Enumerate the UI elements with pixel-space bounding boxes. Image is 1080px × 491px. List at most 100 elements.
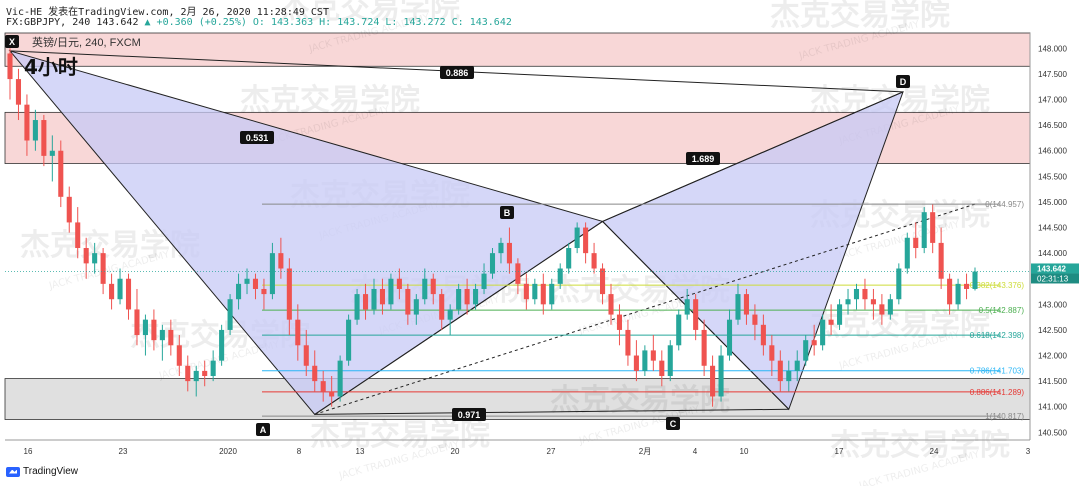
candle-body (616, 314, 623, 330)
candle-body (642, 350, 648, 371)
close-value: C: 143.642 (451, 17, 512, 28)
point-badge-a (256, 423, 270, 436)
y-tick-label: 144.000 (1038, 249, 1067, 258)
candle-body (312, 365, 318, 382)
candle-body (710, 365, 716, 397)
candle-body (185, 365, 191, 382)
candle-body (820, 319, 826, 346)
candle-body (66, 196, 72, 223)
candle-body (337, 360, 343, 397)
candle-body (236, 283, 242, 300)
point-label: B (504, 208, 511, 218)
candle-body (786, 370, 792, 382)
countdown-text: 02:31:13 (1037, 274, 1069, 283)
last-price: 143.642 (96, 17, 139, 28)
fib-label: 0(144.957) (985, 200, 1024, 209)
candle-body (845, 299, 851, 305)
x-tick-label: 24 (930, 447, 939, 456)
brand-label: TradingView (23, 466, 79, 477)
candle-body (693, 299, 699, 330)
x-tick-label: 23 (119, 447, 128, 456)
candle-body (430, 278, 436, 295)
candle-body (828, 319, 834, 325)
ratio-badge (240, 131, 274, 144)
candle-body (439, 294, 445, 320)
countdown-badge (1031, 273, 1079, 284)
candle-body (481, 273, 487, 289)
point-badge-x (5, 35, 19, 48)
open-value: O: 143.363 (252, 17, 314, 28)
candle-body (210, 360, 216, 377)
zone-red-0 (4, 32, 1031, 67)
candle-body (862, 288, 868, 300)
watermark-text: 杰克交易学院 (830, 428, 1010, 463)
tradingview-brand[interactable]: TradingView (6, 466, 78, 477)
candle-body (168, 329, 174, 346)
last-price-badge (1031, 263, 1079, 274)
point-label: C (670, 419, 677, 429)
x-tick-label: 17 (835, 447, 844, 456)
watermark-text: 杰克交易学院 (310, 418, 490, 453)
candle-body (303, 345, 309, 366)
watermark-text: 杰克交易学院 (280, 0, 460, 26)
candle-body (557, 268, 563, 284)
candle-body (159, 329, 165, 341)
candle-body (49, 150, 55, 156)
y-tick-label: 140.500 (1038, 428, 1067, 437)
tradingview-logo-icon (6, 466, 20, 477)
pattern-line-ab (314, 220, 603, 415)
publish-info: Vic-HE 发表在TradingView.com, 2月 26, 2020 1… (6, 7, 329, 18)
candle-body (659, 360, 665, 377)
candle-body (718, 355, 724, 397)
high-value: H: 143.724 (319, 17, 380, 28)
candle-body (396, 278, 402, 289)
y-tick-label: 145.500 (1038, 172, 1067, 181)
candle-body (760, 324, 766, 346)
y-tick-label: 144.500 (1038, 224, 1067, 233)
ratio-label: 0.886 (446, 68, 469, 78)
x-tick-label: 3 (1026, 447, 1031, 456)
candle-body (109, 283, 115, 300)
point-label: X (9, 37, 15, 47)
candle-body (295, 319, 301, 346)
candle-body (7, 53, 13, 80)
candle-body (286, 268, 292, 320)
x-tick-label: 16 (24, 447, 33, 456)
candle-body (244, 278, 250, 284)
candle-body (447, 309, 453, 320)
candle-body (464, 288, 470, 305)
candle-body (591, 253, 597, 269)
watermark-text: 杰克交易学院 (770, 0, 950, 33)
candle-body (388, 278, 394, 305)
candle-body (549, 283, 555, 305)
candle-body (176, 345, 182, 366)
point-badge-b (500, 206, 514, 219)
candle-body (769, 345, 775, 361)
y-tick-label: 143.000 (1038, 300, 1067, 309)
candle-body (83, 248, 89, 264)
candle-body (329, 391, 335, 397)
ohlc-legend: FX:GBPJPY, 240 143.642 ▲ +0.360 (+0.25%)… (6, 17, 512, 28)
candle-body (566, 248, 572, 269)
y-tick-label: 141.500 (1038, 377, 1067, 386)
candle-body (921, 212, 927, 249)
x-tick-label: 4 (693, 447, 698, 456)
y-tick-label: 145.000 (1038, 198, 1067, 207)
candle-body (506, 242, 512, 264)
candle-body (684, 299, 690, 315)
watermark-text: 杰克交易学院 (240, 83, 420, 118)
candle-body (58, 150, 64, 197)
candle-body (202, 370, 208, 377)
candle-body (362, 294, 369, 310)
fib-label: 1(140.817) (985, 412, 1024, 421)
candle-body (75, 222, 81, 249)
candle-body (963, 283, 970, 289)
symbol-label: FX:GBPJPY, 240 (6, 17, 91, 28)
candle-body (134, 309, 140, 336)
fib-label: 0.786(141.703) (970, 367, 1025, 376)
candle-body (278, 253, 284, 269)
candle-body (41, 120, 47, 156)
candle-body (346, 319, 352, 361)
